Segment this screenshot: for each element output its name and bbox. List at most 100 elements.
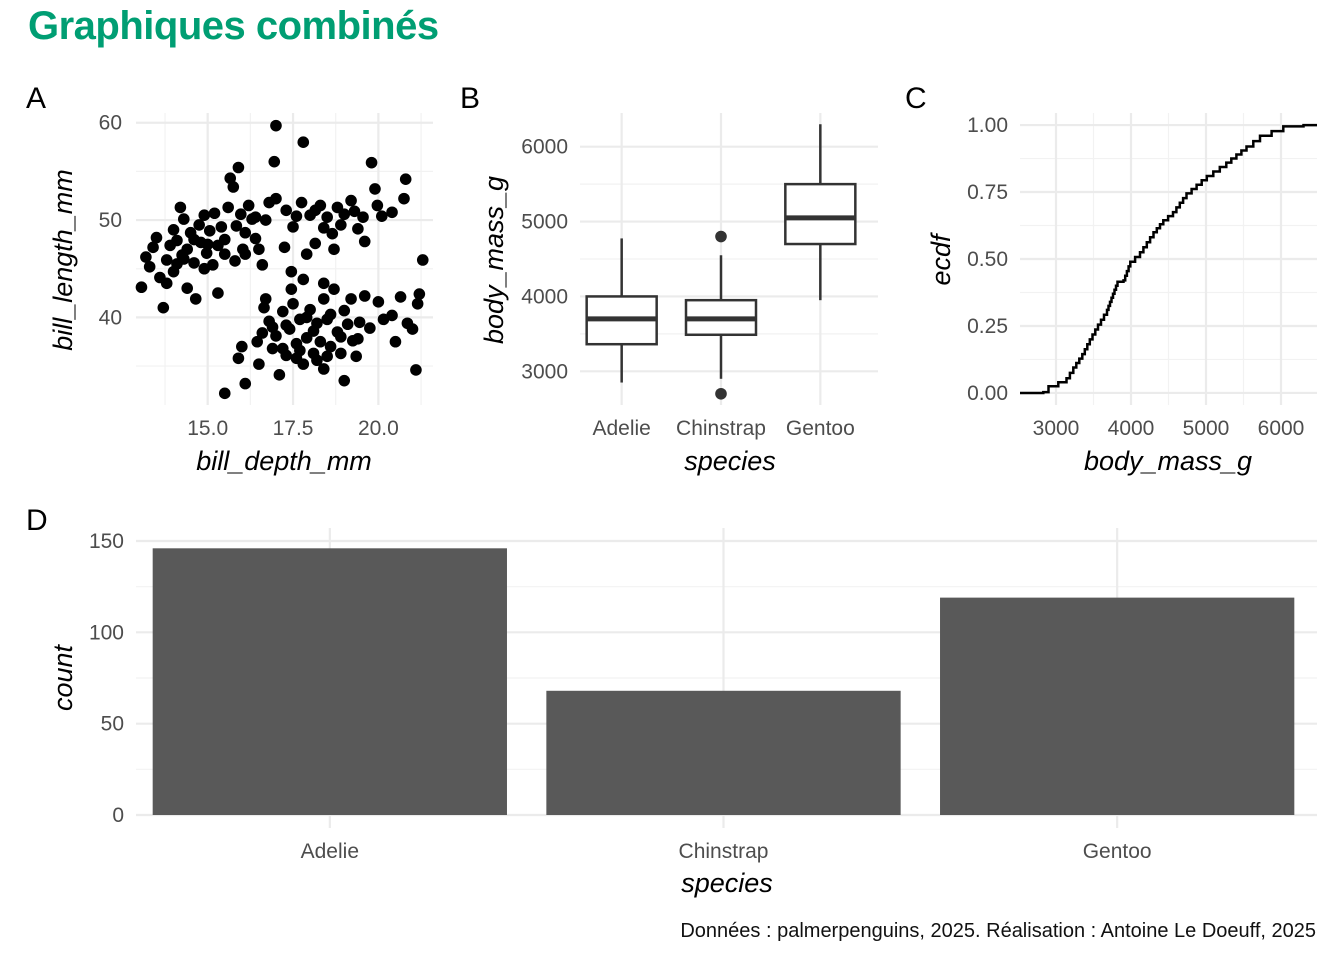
- scatter-point: [307, 325, 320, 337]
- scatter-point: [389, 335, 402, 348]
- x-tick-label: 3000: [1033, 417, 1080, 440]
- scatter-point: [160, 254, 173, 266]
- scatter-point: [300, 311, 313, 324]
- scatter-point: [314, 199, 327, 212]
- scatter-point: [189, 293, 202, 305]
- scatter-point: [357, 211, 369, 223]
- scatter-point: [326, 227, 339, 240]
- panel-d-bar: D 0 50 100 150 Adelie Chinstrap Gentoo species…: [26, 504, 1317, 898]
- scatter-point: [251, 335, 263, 348]
- scatter-point: [232, 161, 245, 174]
- scatter-point: [227, 181, 240, 193]
- scatter-point: [350, 350, 362, 363]
- scatter-point: [171, 234, 183, 247]
- scatter-point: [259, 293, 272, 305]
- y-tick-label: 0.50: [967, 248, 1008, 271]
- scatter-point: [309, 237, 322, 250]
- scatter-point: [268, 155, 281, 168]
- scatter-point: [253, 243, 265, 256]
- scatter-point: [394, 291, 407, 303]
- y-tick-label: 1.00: [967, 114, 1008, 137]
- panel-a-x-title: bill_depth_mm: [196, 446, 372, 476]
- scatter-point: [345, 293, 357, 305]
- scatter-point: [203, 224, 216, 237]
- scatter-point: [324, 308, 337, 321]
- scatter-point: [201, 238, 214, 251]
- scatter-point: [160, 277, 173, 290]
- panel-d-y-title: count: [48, 643, 78, 711]
- x-tick-label: 6000: [1258, 417, 1305, 440]
- panel-c-y-title: ecdf: [926, 232, 956, 286]
- scatter-point: [413, 288, 426, 300]
- scatter-point: [285, 283, 298, 295]
- scatter-point: [239, 248, 252, 260]
- x-tick-label: Chinstrap: [679, 840, 769, 863]
- scatter-point: [371, 199, 384, 212]
- x-tick-label: 17.5: [273, 417, 314, 440]
- outlier-point: [715, 230, 727, 243]
- scatter-point: [208, 207, 221, 220]
- scatter-point: [287, 221, 299, 233]
- scatter-point: [285, 265, 298, 278]
- scatter-point: [317, 363, 330, 375]
- panel-a-scatter: A 15.0 17.5 20.0 40 50 60 bill_depth_mm bill_…: [26, 82, 433, 476]
- y-tick-label: 5000: [521, 211, 568, 234]
- scatter-point: [398, 192, 410, 205]
- scatter-point: [276, 305, 289, 318]
- scatter-point: [276, 342, 289, 355]
- scatter-point: [352, 333, 364, 345]
- scatter-point: [295, 196, 308, 209]
- scatter-point: [328, 243, 340, 256]
- scatter-point: [372, 296, 385, 308]
- panel-d-x-title: species: [681, 868, 773, 898]
- scatter-point: [297, 273, 310, 286]
- scatter-point: [341, 318, 354, 331]
- scatter-point: [143, 260, 156, 273]
- scatter-point: [135, 281, 148, 294]
- scatter-point: [328, 283, 340, 295]
- scatter-point: [270, 192, 282, 205]
- y-tick-label: 150: [89, 530, 124, 553]
- scatter-point: [365, 156, 378, 169]
- scatter-point: [290, 352, 303, 365]
- scatter-point: [335, 347, 347, 360]
- panel-tag-d: D: [26, 504, 48, 537]
- scatter-point: [278, 241, 291, 254]
- scatter-point: [232, 352, 245, 365]
- y-tick-label: 60: [99, 112, 122, 135]
- panel-c-x-title: body_mass_g: [1084, 446, 1252, 476]
- scatter-point: [222, 201, 234, 214]
- panel-tag-c: C: [905, 82, 927, 115]
- scatter-point: [236, 340, 248, 353]
- scatter-point: [242, 199, 255, 212]
- scatter-point: [270, 119, 282, 132]
- scatter-point: [300, 248, 313, 260]
- y-tick-label: 40: [99, 306, 122, 329]
- x-tick-label: 20.0: [358, 417, 399, 440]
- scatter-point: [253, 358, 265, 370]
- scatter-point: [181, 243, 194, 256]
- scatter-point: [171, 258, 183, 270]
- scatter-point: [193, 219, 205, 231]
- scatter-point: [386, 309, 398, 322]
- scatter-point: [259, 214, 272, 226]
- panel-a-y-title: bill_length_mm: [48, 169, 78, 351]
- x-tick-label: Adelie: [592, 417, 650, 440]
- bar-adelie: [152, 548, 507, 815]
- scatter-point: [249, 232, 262, 245]
- scatter-point: [352, 223, 364, 235]
- scatter-point: [212, 287, 224, 299]
- x-tick-label: 15.0: [187, 417, 228, 440]
- scatter-point: [348, 205, 361, 218]
- y-tick-label: 50: [101, 713, 124, 736]
- y-tick-label: 0.75: [967, 181, 1008, 204]
- x-tick-label: Adelie: [301, 840, 359, 863]
- scatter-point: [157, 301, 170, 314]
- scatter-point: [324, 340, 337, 353]
- ecdf-step-line: [1020, 123, 1317, 395]
- scatter-point: [239, 377, 252, 390]
- scatter-point: [335, 331, 347, 343]
- scatter-point: [266, 321, 279, 333]
- scatter-point: [188, 233, 200, 246]
